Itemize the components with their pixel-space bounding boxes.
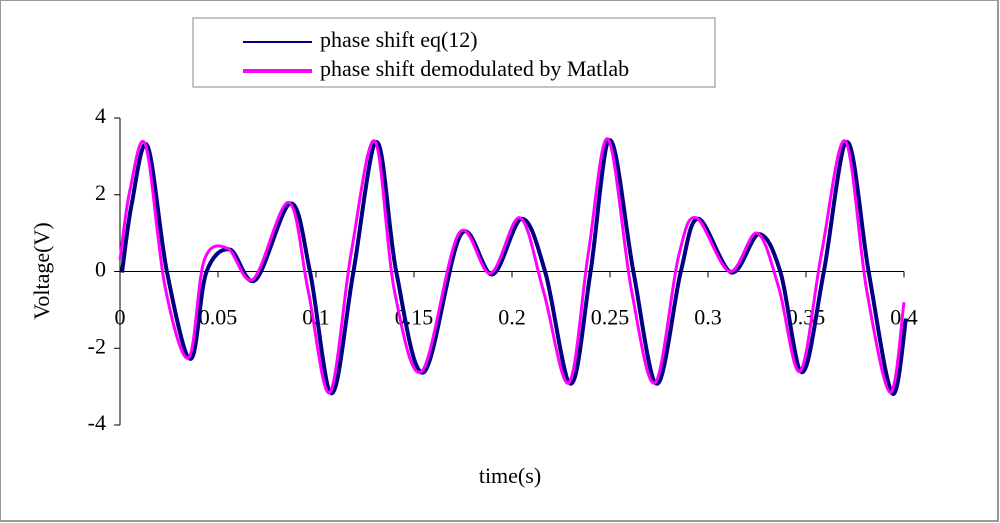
legend-label: phase shift eq(12) — [320, 27, 478, 52]
y-tick-label: 0 — [95, 257, 106, 282]
legend-label: phase shift demodulated by Matlab — [320, 56, 629, 81]
y-tick-label: -2 — [88, 333, 106, 358]
y-tick-label: 4 — [95, 103, 106, 128]
x-tick-label: 0.25 — [591, 305, 630, 330]
y-tick-label: 2 — [95, 180, 106, 205]
y-tick-label: -4 — [88, 410, 106, 435]
x-tick-label: 0.3 — [694, 305, 722, 330]
legend-box — [192, 17, 716, 88]
y-axis-label: Voltage(V) — [29, 222, 54, 319]
x-tick-label: 0.05 — [199, 305, 238, 330]
x-tick-label: 0.2 — [498, 305, 526, 330]
x-axis-label: time(s) — [479, 463, 541, 488]
series-line — [118, 137, 906, 394]
x-tick-label: 0 — [115, 305, 126, 330]
